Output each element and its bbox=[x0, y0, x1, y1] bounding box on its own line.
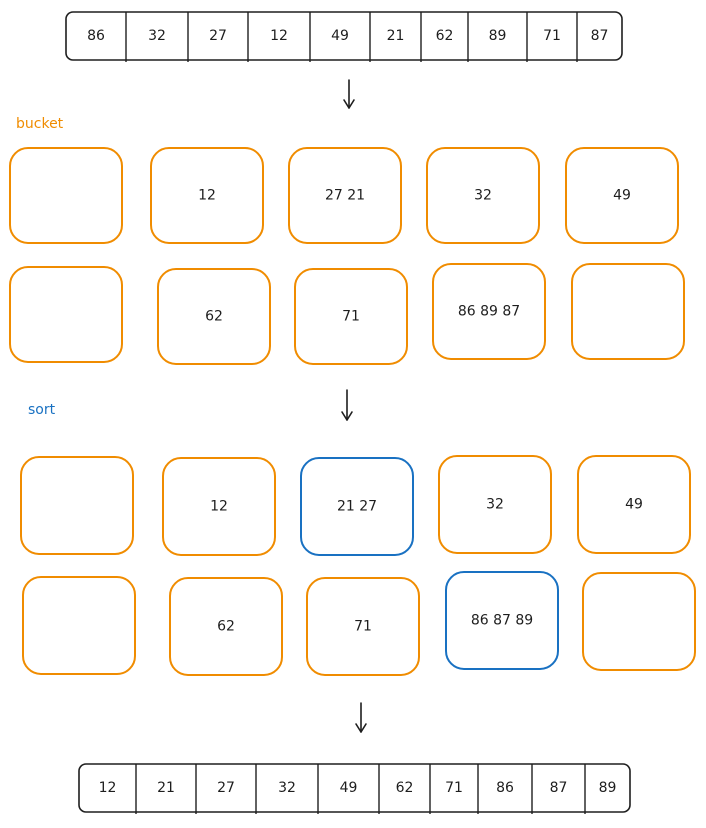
bucket-2-value: 27 21 bbox=[325, 188, 365, 204]
bucket-4 bbox=[565, 147, 679, 244]
sorted-bucket-1-value: 12 bbox=[210, 499, 228, 515]
input-array-cell: 62 bbox=[436, 28, 454, 44]
input-array-cell: 12 bbox=[270, 28, 288, 44]
bucket-4-value: 49 bbox=[613, 188, 631, 204]
bucket-6 bbox=[157, 268, 271, 365]
sorted-bucket-6 bbox=[169, 577, 283, 676]
output-array-cell: 32 bbox=[278, 780, 296, 796]
sorted-bucket-6-value: 62 bbox=[217, 619, 235, 635]
output-array-box bbox=[78, 763, 631, 813]
bucket-2 bbox=[288, 147, 402, 244]
bucket-5 bbox=[9, 266, 123, 363]
input-array-box bbox=[65, 11, 623, 61]
bucket-9 bbox=[571, 263, 685, 360]
bucket-8-value: 86 89 87 bbox=[458, 304, 520, 320]
input-array-cell: 89 bbox=[489, 28, 507, 44]
sorted-bucket-5 bbox=[22, 576, 136, 675]
input-array-cell: 71 bbox=[543, 28, 561, 44]
sorted-bucket-9 bbox=[582, 572, 696, 671]
input-array-cell: 86 bbox=[87, 28, 105, 44]
output-array-cell: 49 bbox=[340, 780, 358, 796]
bucket-7 bbox=[294, 268, 408, 365]
bucket-label: bucket bbox=[16, 116, 64, 132]
output-array-cell: 62 bbox=[396, 780, 414, 796]
output-array-cell: 21 bbox=[157, 780, 175, 796]
output-array-cell: 27 bbox=[217, 780, 235, 796]
sorted-bucket-7 bbox=[306, 577, 420, 676]
input-array-cell: 21 bbox=[387, 28, 405, 44]
bucket-3 bbox=[426, 147, 540, 244]
input-array-cell: 32 bbox=[148, 28, 166, 44]
bucket-1-value: 12 bbox=[198, 188, 216, 204]
sorted-bucket-4 bbox=[577, 455, 691, 554]
output-array-cell: 87 bbox=[550, 780, 568, 796]
sorted-bucket-2 bbox=[300, 457, 414, 556]
sorted-bucket-8-value: 86 87 89 bbox=[471, 613, 533, 629]
sorted-bucket-4-value: 49 bbox=[625, 497, 643, 513]
bucket-0 bbox=[9, 147, 123, 244]
arrow-to-output-head bbox=[355, 723, 367, 733]
bucket-7-value: 71 bbox=[342, 309, 360, 325]
arrow-to-sort-head bbox=[341, 411, 353, 421]
sort-label: sort bbox=[28, 402, 56, 418]
output-array-cell: 71 bbox=[445, 780, 463, 796]
bucket-1 bbox=[150, 147, 264, 244]
sorted-bucket-0 bbox=[20, 456, 134, 555]
bucket-8 bbox=[432, 263, 546, 360]
output-array-cell: 89 bbox=[599, 780, 617, 796]
bucket-3-value: 32 bbox=[474, 188, 492, 204]
input-array-cell: 27 bbox=[209, 28, 227, 44]
sorted-bucket-1 bbox=[162, 457, 276, 556]
sorted-bucket-2-value: 21 27 bbox=[337, 499, 377, 515]
input-array-cell: 87 bbox=[591, 28, 609, 44]
sorted-bucket-3 bbox=[438, 455, 552, 554]
sorted-bucket-7-value: 71 bbox=[354, 619, 372, 635]
output-array-cell: 86 bbox=[496, 780, 514, 796]
input-array-cell: 49 bbox=[331, 28, 349, 44]
arrow-to-buckets-head bbox=[343, 99, 355, 109]
output-array-cell: 12 bbox=[99, 780, 117, 796]
sorted-bucket-3-value: 32 bbox=[486, 497, 504, 513]
bucket-6-value: 62 bbox=[205, 309, 223, 325]
sorted-bucket-8 bbox=[445, 571, 559, 670]
